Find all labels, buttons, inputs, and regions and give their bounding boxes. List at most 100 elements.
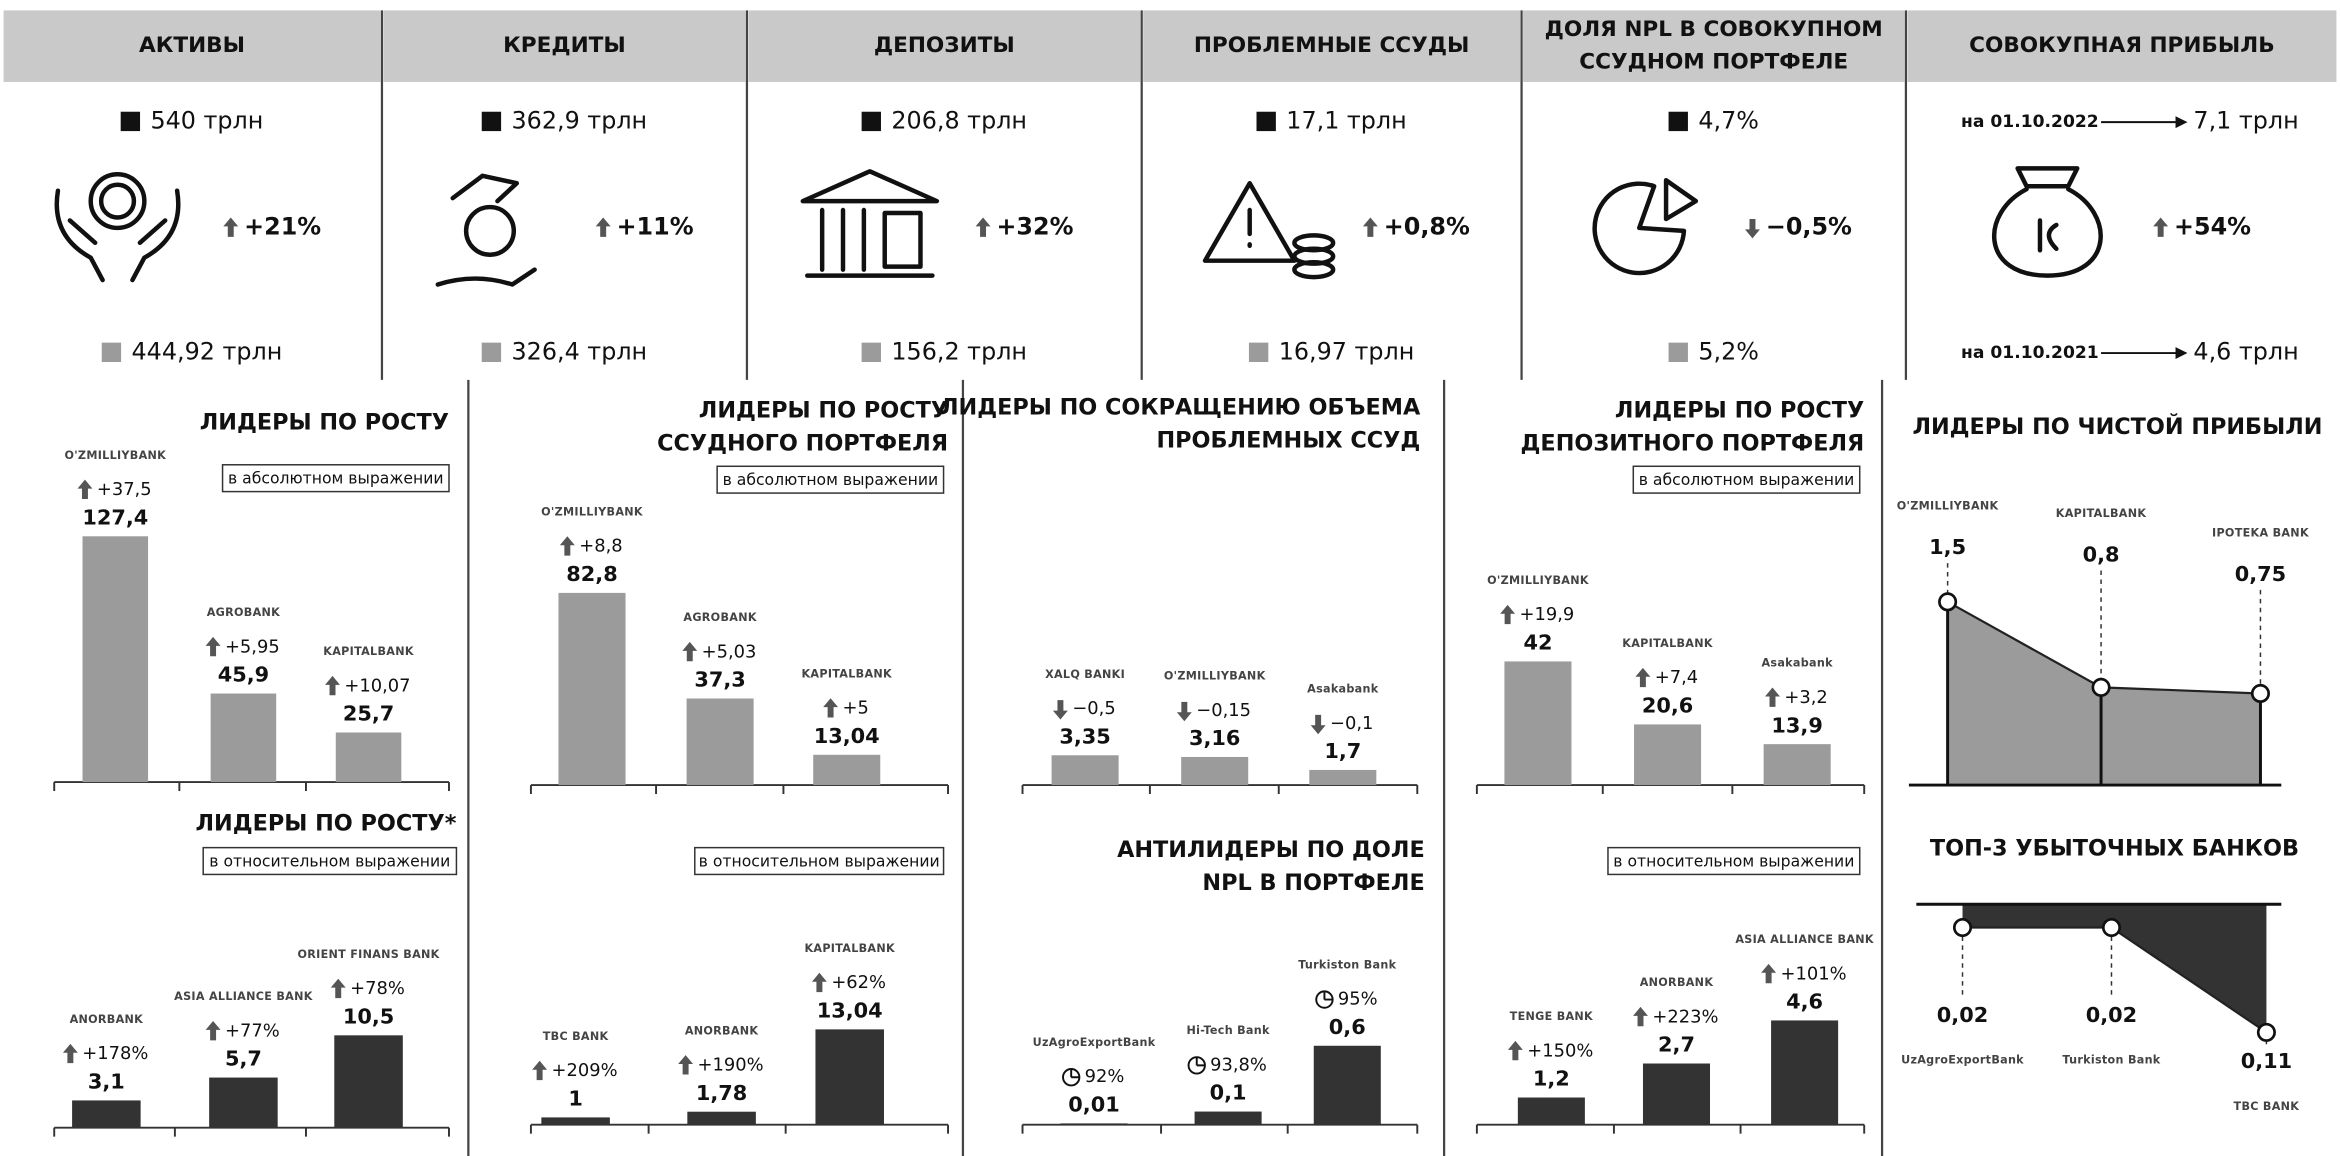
card-title: АКТИВЫ [139, 33, 245, 58]
bottom-separators [467, 379, 1884, 1156]
card-title: ПРОБЛЕМНЫЕ ССУДЫ [1194, 33, 1470, 58]
share-icon [1062, 1068, 1081, 1087]
bank-logo: ASIA ALLIANCE BANK [174, 990, 313, 1003]
share-icon-slice [1070, 1069, 1080, 1079]
change-arrow [811, 972, 827, 993]
change-value: +0,8% [1384, 212, 1470, 240]
change-label: +5,95 [225, 636, 280, 657]
bank-logo: Turkiston Bank [1298, 958, 1396, 971]
change-arrow [559, 536, 575, 556]
value-label: 13,9 [1771, 713, 1822, 737]
change-value: +32% [996, 212, 1073, 240]
icon-stroke [2037, 218, 2059, 253]
change-arrow [77, 479, 93, 500]
card-title: КРЕДИТЫ [503, 33, 626, 58]
current-value: 4,7% [1698, 107, 1759, 135]
value-label: 1 [568, 1087, 583, 1111]
card-icon [435, 173, 537, 287]
bank-logo: ASIA ALLIANCE BANK [1735, 933, 1874, 946]
value-label: 3,16 [1189, 726, 1240, 750]
change-label: −0,1 [1330, 713, 1373, 734]
bank-logo: O'ZMILLIYBANK [1164, 670, 1266, 683]
change-arrow [1635, 667, 1651, 688]
current-marker [481, 111, 502, 132]
point [2256, 1022, 2276, 1042]
change-label: +77% [225, 1020, 280, 1041]
bank-logo: Hi-Tech Bank [1186, 1024, 1270, 1037]
bar [813, 754, 881, 786]
chart-subtitle: в абсолютном выражении [723, 470, 939, 489]
bar [815, 1029, 884, 1125]
current-marker [120, 111, 141, 132]
current-value: 7,1 трлн [2193, 107, 2298, 135]
bank-logo: TBC BANK [543, 1030, 609, 1043]
change-label: +3,2 [1784, 687, 1827, 708]
value-label: 4,6 [1786, 990, 1823, 1014]
bar [1771, 1020, 1839, 1125]
icon-stroke [800, 169, 940, 204]
value-label: 13,04 [817, 999, 883, 1023]
bar [209, 1077, 278, 1128]
card-title: ССУДНОМ ПОРТФЕЛЕ [1579, 50, 1848, 75]
change-label: +150% [1527, 1040, 1593, 1061]
change-arrow [62, 1043, 78, 1064]
chart-subtitle: в абсолютном выражении [1639, 470, 1855, 489]
change-arrow [205, 636, 221, 657]
value-label: 82,8 [566, 562, 617, 586]
previous-value: 4,6 трлн [2193, 338, 2298, 366]
bank-logo: IPOTEKA BANK [2212, 526, 2309, 539]
header-cell [1143, 10, 1521, 82]
change-arrow [1633, 1006, 1648, 1027]
share-icon [1315, 990, 1334, 1009]
change-arrow [532, 1060, 548, 1081]
current-marker [861, 111, 881, 132]
bank-logo: KAPITALBANK [2056, 507, 2147, 520]
current-value: 206,8 трлн [891, 107, 1027, 135]
previous-value: 326,4 трлн [512, 338, 648, 366]
chart-title: NPL В ПОРТФЕЛЕ [1202, 870, 1424, 896]
bar [687, 1111, 756, 1125]
value-label: 127,4 [82, 505, 148, 529]
change-label: −0,15 [1196, 700, 1251, 721]
icon-coin [1292, 233, 1336, 253]
value-label: 10,5 [343, 1004, 394, 1028]
previous-value: 5,2% [1698, 338, 1759, 366]
change-value: −0,5% [1766, 212, 1852, 240]
change-value: +54% [2174, 212, 2251, 240]
value-label: 45,9 [218, 663, 269, 687]
bank-logo: KAPITALBANK [323, 645, 414, 658]
subtitle-box [1607, 846, 1861, 876]
bar [686, 698, 754, 786]
change-arrow [325, 675, 340, 696]
icon-stroke [2015, 166, 2080, 189]
previous-marker [1248, 342, 1269, 362]
point [1952, 918, 1973, 938]
value-label: 0,75 [2235, 562, 2286, 586]
card-icon [1592, 178, 1699, 276]
value-label: 3,35 [1059, 724, 1110, 748]
change-arrow [1761, 963, 1777, 984]
current-value: 17,1 трлн [1286, 107, 1406, 135]
value-label: 1,7 [1324, 739, 1361, 763]
icon-stroke [1202, 180, 1297, 263]
current-value: 362,9 трлн [512, 107, 648, 135]
previous-marker [1668, 342, 1688, 362]
icon-bag [463, 204, 517, 257]
chart-title: ЛИДЕРЫ ПО РОСТУ [200, 410, 449, 436]
previous-value: 156,2 трлн [891, 338, 1027, 366]
change-label: +37,5 [97, 479, 152, 500]
card-icon [1992, 166, 2103, 278]
value-label: 0,11 [2241, 1049, 2292, 1073]
bank-logo: KAPITALBANK [801, 667, 892, 680]
change-arrow [823, 698, 839, 718]
bank-logo: O'ZMILLIYBANK [64, 449, 166, 462]
value-label: 5,7 [225, 1047, 262, 1071]
bank-logo: KAPITALBANK [804, 942, 895, 955]
card-title: ДОЛЯ NPL В СОВОКУПНОМ [1545, 17, 1883, 42]
header-cell [1523, 10, 1905, 82]
subtitle-box [221, 464, 450, 493]
change-arrow [2153, 217, 2169, 237]
previous-value: 16,97 трлн [1279, 338, 1415, 366]
chart-subtitle: в абсолютном выражении [228, 468, 444, 487]
chart-title: ЛИДЕРЫ ПО РОСТУ [1615, 398, 1864, 424]
